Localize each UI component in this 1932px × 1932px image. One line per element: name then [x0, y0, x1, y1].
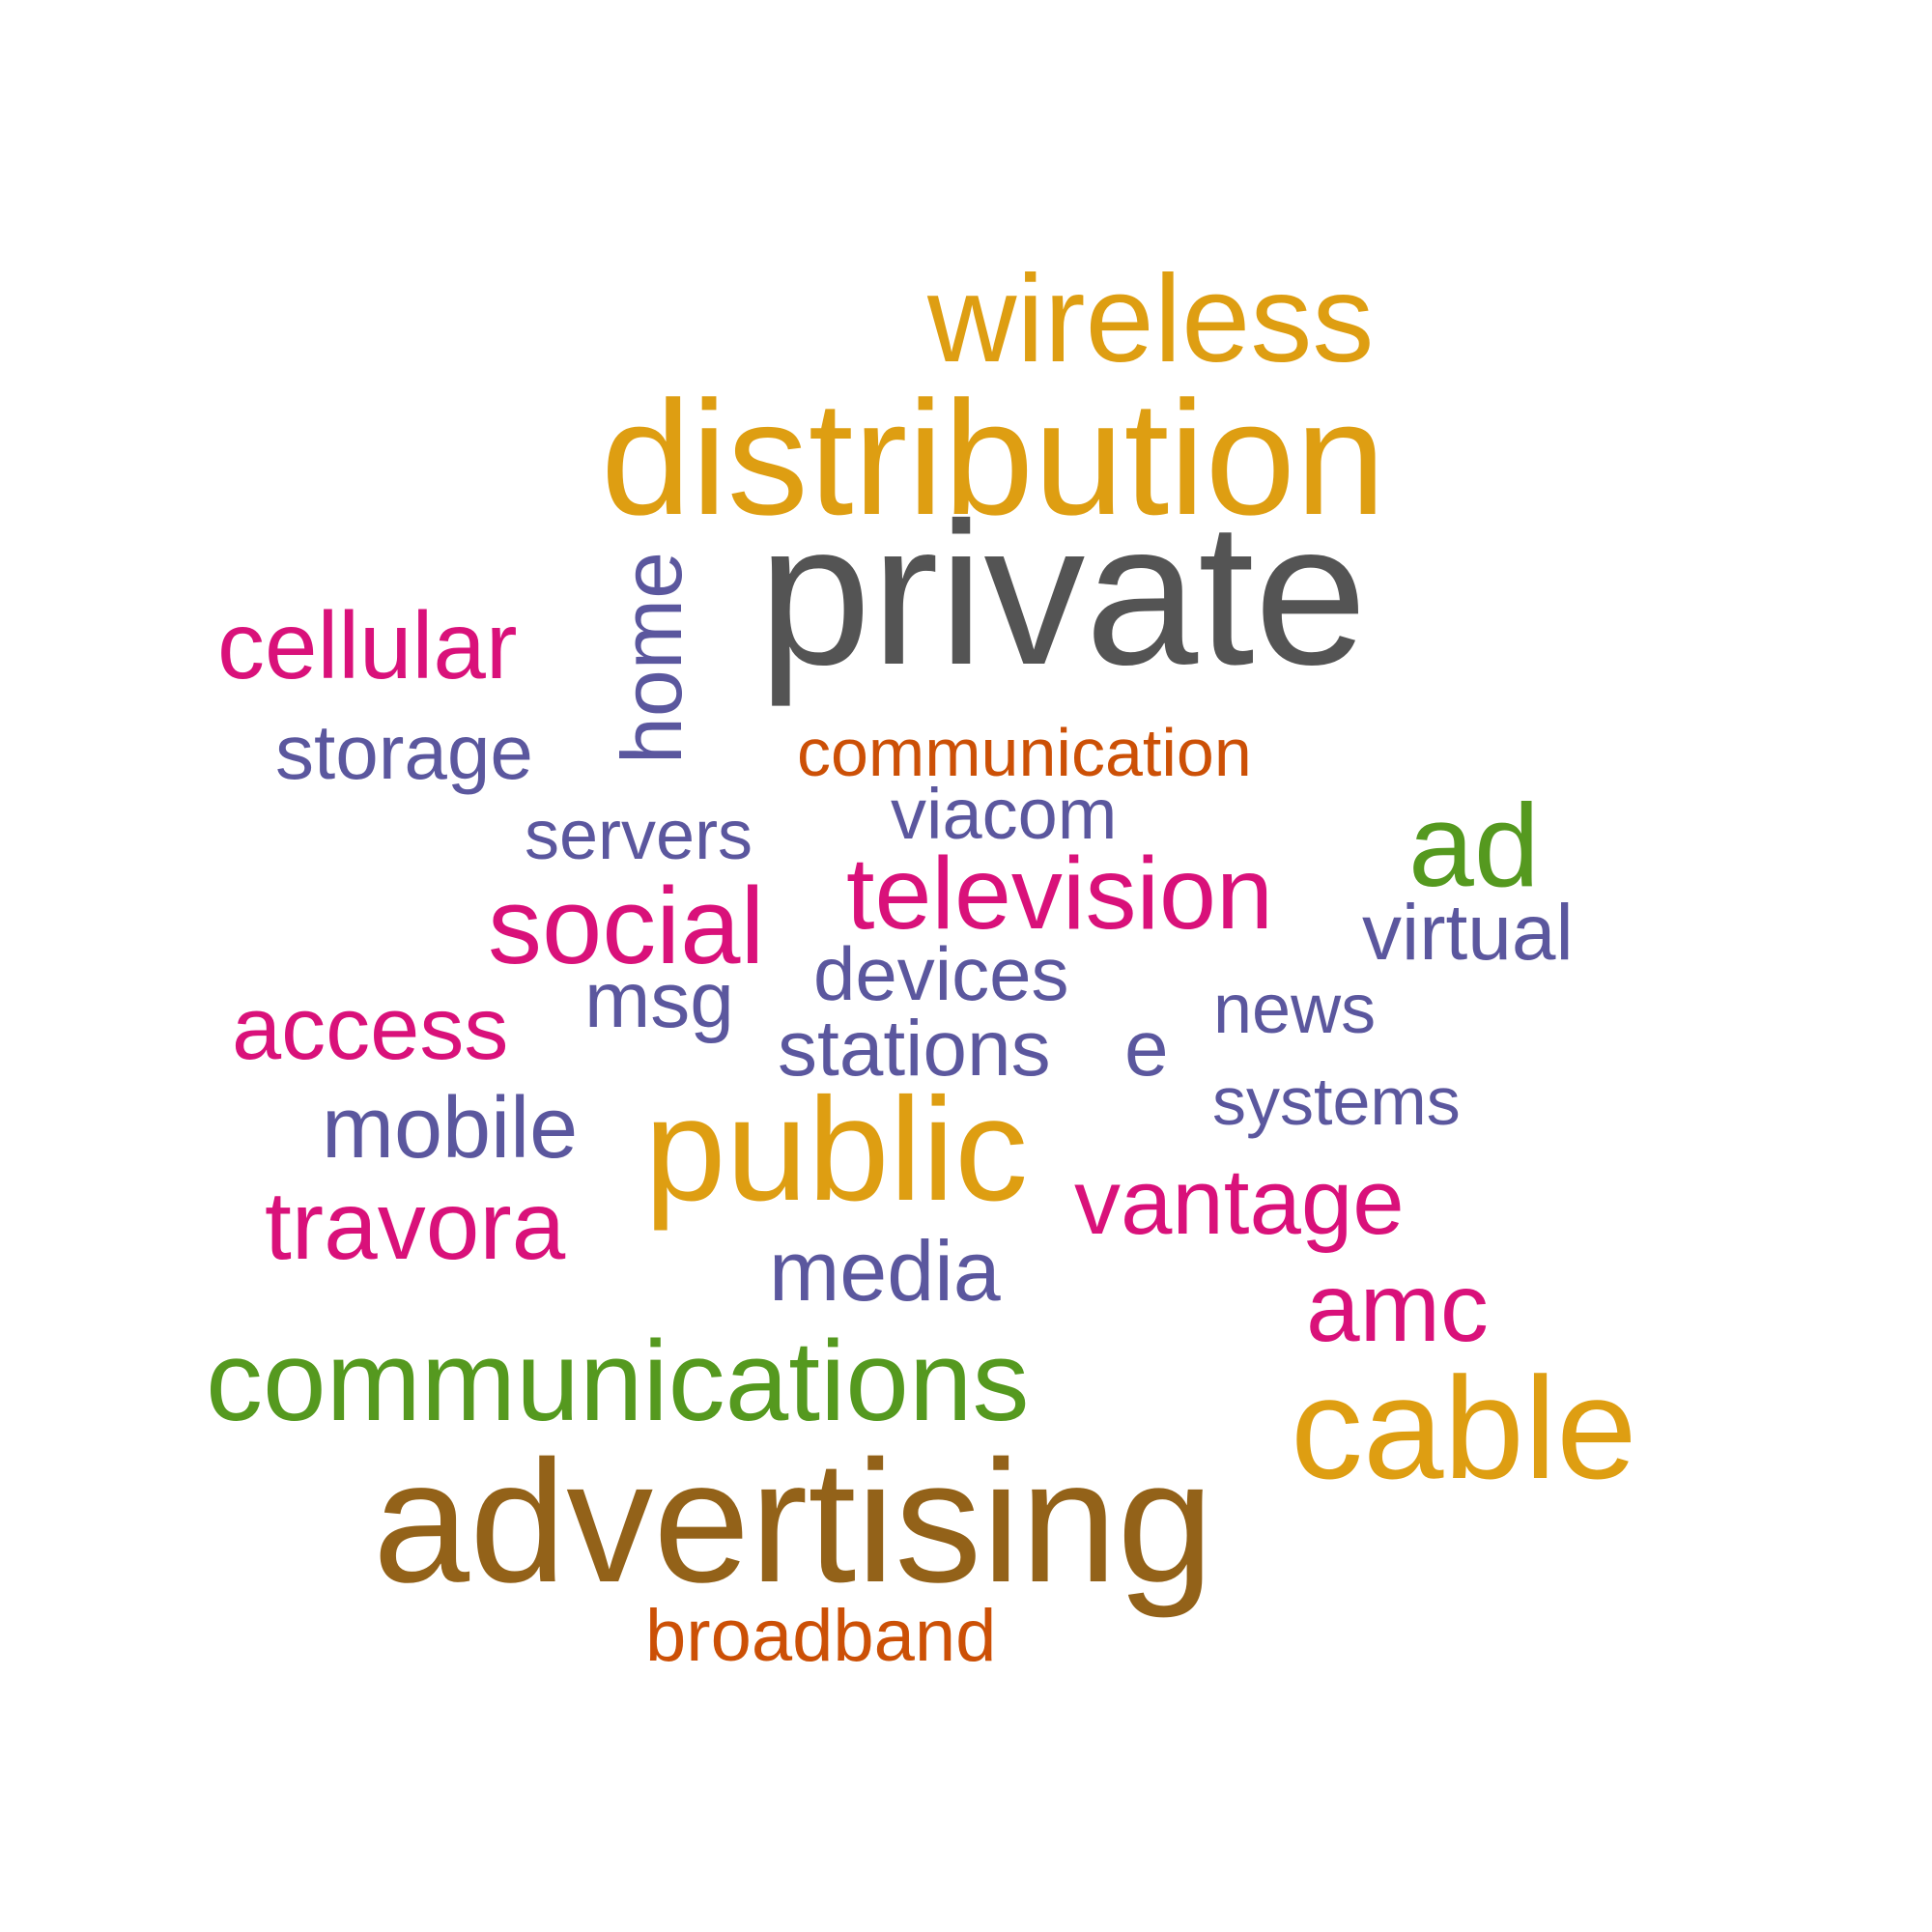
word-public: public [644, 1067, 1029, 1232]
word-distribution: distribution [601, 367, 1386, 549]
word-media: media [769, 1223, 1001, 1319]
word-viacom: viacom [891, 774, 1118, 854]
word-vantage: vantage [1074, 1151, 1405, 1254]
word-access: access [232, 980, 509, 1078]
word-devices: devices [813, 931, 1069, 1016]
word-broadband: broadband [645, 1595, 997, 1677]
word-mobile: mobile [322, 1080, 579, 1177]
word-storage: storage [275, 709, 533, 795]
word-amc: amc [1306, 1254, 1489, 1362]
word-communication: communication [797, 715, 1252, 790]
word-msg: msg [584, 956, 734, 1044]
word-ad: ad [1408, 780, 1540, 911]
word-systems: systems [1212, 1064, 1461, 1139]
word-television: television [846, 837, 1273, 951]
word-private: private [758, 480, 1368, 707]
word-social: social [488, 866, 765, 986]
word-servers: servers [525, 797, 753, 874]
word-news: news [1213, 971, 1377, 1048]
word-wireless: wireless [927, 250, 1375, 388]
word-virtual: virtual [1362, 889, 1574, 977]
word-advertising: advertising [373, 1425, 1214, 1619]
word-cellular: cellular [217, 592, 518, 698]
word-e: e [1124, 1005, 1169, 1093]
word-home: home [604, 551, 700, 765]
word-cable: cable [1291, 1347, 1637, 1509]
word-stations: stations [778, 1005, 1051, 1093]
word-communications: communications [206, 1318, 1030, 1445]
word-travora: travora [265, 1172, 566, 1280]
